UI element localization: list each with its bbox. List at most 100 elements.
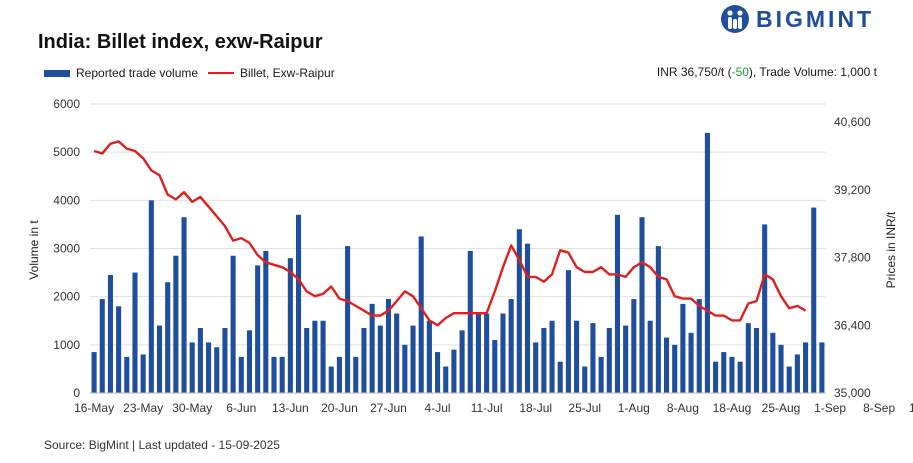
volume-bar [394, 313, 400, 393]
x-tick-label: 27-Jun [370, 401, 407, 415]
volume-bar [696, 299, 702, 393]
x-tick-label: 11-Jul [471, 401, 503, 415]
volume-bar [516, 229, 522, 393]
volume-bar [320, 320, 326, 393]
price-summary: INR 36,750/t (-50), Trade Volume: 1,000 … [657, 65, 877, 79]
volume-bar [116, 306, 122, 393]
volume-bar [778, 344, 784, 393]
volume-bar [492, 340, 498, 393]
volume-bar [565, 270, 571, 393]
summary-change: -50 [731, 65, 749, 79]
y-tick-label: 5000 [53, 145, 80, 159]
x-tick-label: 15-Sep [909, 401, 913, 415]
volume-bar [819, 342, 825, 393]
legend-line-swatch [208, 72, 234, 74]
volume-bar [459, 330, 465, 393]
volume-bar [222, 327, 228, 393]
volume-bar [713, 361, 719, 393]
x-tick-label: 30-May [172, 401, 212, 415]
y2-tick-label: 37,800 [834, 251, 871, 265]
x-tick-label: 13-Jun [272, 401, 309, 415]
volume-bar [533, 342, 539, 393]
volume-bar [574, 320, 580, 393]
volume-bar [287, 258, 293, 393]
volume-bar [549, 320, 555, 393]
volume-bar [582, 366, 588, 393]
legend-bar-swatch [44, 69, 70, 77]
volume-bar [426, 320, 432, 393]
volume-bar [107, 274, 113, 393]
brand-logo: BIGMINT [720, 4, 874, 34]
volume-bar [803, 342, 809, 393]
y-tick-label: 1000 [53, 338, 80, 352]
volume-bar [156, 325, 163, 393]
x-tick-label: 6-Jun [226, 401, 256, 415]
volume-bar [295, 214, 302, 393]
volume-bar [91, 352, 97, 393]
x-tick-label: 1-Sep [814, 401, 846, 415]
volume-bar [173, 255, 179, 393]
volume-bar [721, 352, 727, 393]
y-axis-title: Volume in t [27, 220, 41, 280]
volume-bar [663, 337, 670, 393]
y2-tick-label: 36,400 [834, 318, 871, 332]
volume-bar [238, 356, 244, 393]
y2-tick-label: 35,000 [834, 386, 871, 400]
legend-line-label: Billet, Exw-Raipur [240, 66, 335, 80]
summary-price: INR 36,750/t ( [656, 65, 732, 79]
volume-bar [639, 217, 645, 393]
y2-axis-title: Prices in INR/t [884, 211, 898, 288]
y-tick-label: 4000 [53, 193, 80, 207]
volume-bar [762, 224, 768, 393]
volume-bar [410, 325, 416, 393]
legend-bar-entry: Reported trade volume [44, 66, 198, 80]
volume-bar [794, 354, 800, 393]
volume-bar [745, 323, 751, 393]
y2-tick-label: 40,600 [834, 115, 871, 129]
volume-bar [353, 356, 359, 393]
volume-bar [189, 342, 195, 393]
volume-bar [541, 327, 547, 393]
chart-title: India: Billet index, exw-Raipur [38, 31, 323, 53]
volume-bar [385, 299, 392, 393]
volume-bar [524, 243, 531, 393]
y-tick-label: 3000 [53, 242, 80, 256]
y-tick-label: 6000 [53, 97, 80, 111]
x-tick-label: 1-Aug [618, 401, 650, 415]
volume-bar [557, 361, 563, 393]
x-tick-label: 18-Jul [519, 401, 552, 415]
volume-bar [345, 246, 351, 393]
chart-axes: 0 1000 2000 3000 4000 5000 6000 35,000 36,400 37,… [27, 97, 913, 415]
volume-bar [770, 332, 776, 393]
volume-bar [484, 313, 490, 393]
volume-bar [680, 303, 686, 393]
x-tick-label: 25-Jul [568, 401, 601, 415]
volume-bar [623, 325, 629, 393]
volume-bar [336, 356, 342, 393]
volume-bar [230, 255, 236, 393]
volume-bar [443, 366, 449, 393]
volume-bar [197, 327, 203, 393]
volume-bar [304, 327, 310, 393]
x-tick-label: 18-Aug [713, 401, 752, 415]
volume-bar [402, 344, 408, 393]
volume-bar [729, 356, 735, 393]
price-series-line [93, 140, 807, 327]
volume-bar [451, 349, 457, 393]
volume-bar [418, 236, 424, 393]
volume-bar [614, 214, 621, 393]
volume-bar [598, 356, 604, 393]
y-tick-label: 0 [73, 386, 80, 400]
volume-bar [753, 327, 760, 393]
volume-bar [631, 299, 637, 393]
x-tick-label: 8-Aug [667, 401, 699, 415]
volume-bar [312, 320, 318, 393]
volume-bar [271, 356, 277, 393]
volume-bar [475, 313, 481, 393]
y2-tick-label: 39,200 [834, 183, 871, 197]
volume-bar [688, 332, 694, 393]
volume-bar [148, 200, 154, 393]
volume-bar [672, 344, 678, 393]
x-tick-label: 23-May [123, 401, 163, 415]
volume-bar [467, 250, 473, 393]
